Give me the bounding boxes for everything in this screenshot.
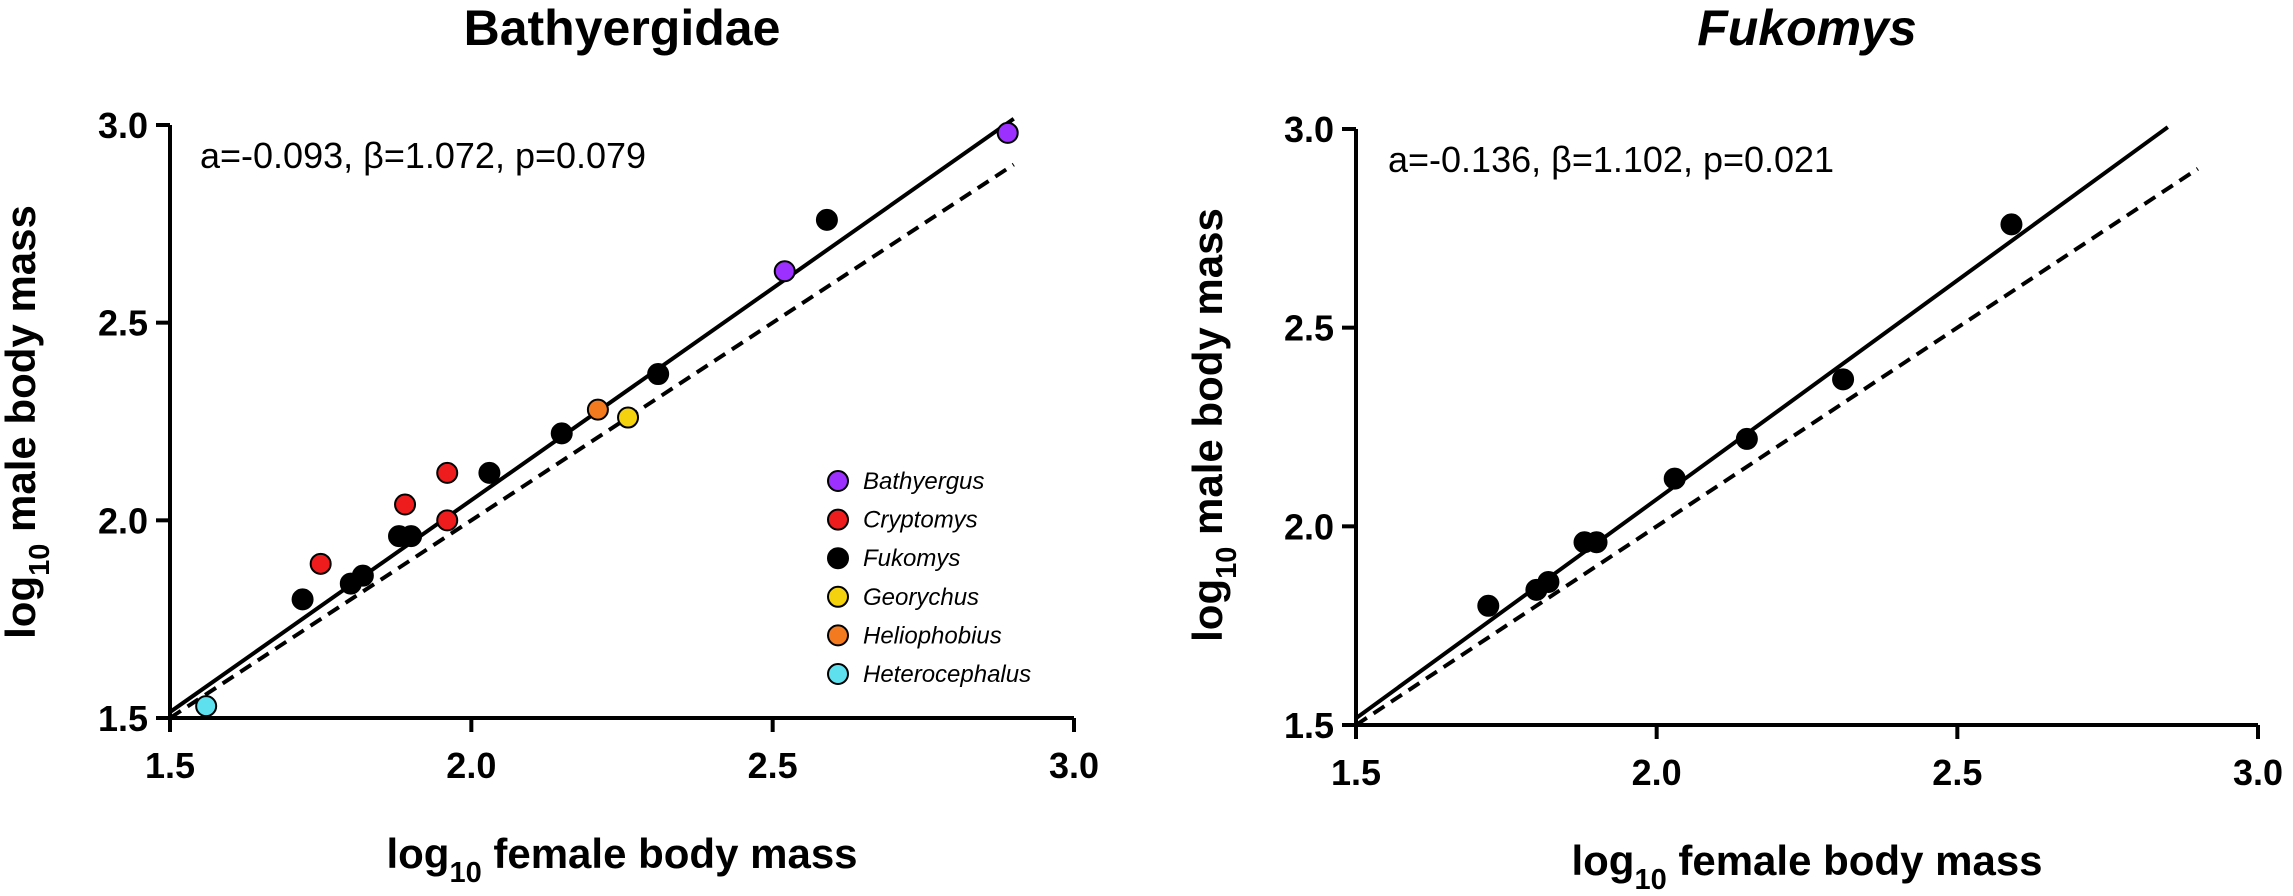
data-point-heliophobius [586, 398, 609, 421]
data-point-fukomys [550, 422, 573, 445]
x-axis-label-rest: female body mass [482, 830, 858, 877]
y-axis-label-log: log [1184, 579, 1231, 642]
x-axis-label-sub: 10 [449, 857, 481, 889]
x-tick-label: 1.5 [145, 745, 195, 786]
data-point-heterocephalus [195, 695, 218, 718]
data-point-bathyergus [773, 260, 796, 283]
data-point-cryptomys [436, 461, 459, 484]
data-point-fukomys [1537, 570, 1560, 593]
legend-label: Bathyergus [863, 468, 984, 495]
regression-line [1354, 125, 2169, 720]
y-tick-label: 2.5 [98, 303, 148, 344]
data-point-cryptomys [309, 552, 332, 575]
x-axis-label-log: log [386, 830, 449, 877]
y-axis-label-sub: 10 [1211, 547, 1243, 579]
y-tick-label: 1.5 [98, 698, 148, 739]
y-axis-label: log10 male body mass [1184, 208, 1243, 642]
stats-annotation: a=-0.136, β=1.102, p=0.021 [1388, 139, 1834, 180]
legend-label: Georychus [863, 584, 979, 611]
y-axis-label-sub: 10 [24, 544, 56, 576]
x-tick-label: 3.0 [1049, 745, 1099, 786]
x-axis-label: log10 female body mass [1571, 837, 2042, 891]
data-point-bathyergus [996, 121, 1019, 144]
x-axis-label-log: log [1571, 837, 1634, 884]
data-point-fukomys [1585, 531, 1608, 554]
legend-label: Heliophobius [863, 622, 1002, 649]
y-axis-label-rest: male body mass [0, 205, 44, 543]
y-axis-label: log10 male body mass [0, 205, 56, 639]
x-tick-label: 2.5 [1932, 752, 1982, 793]
legend-marker-heliophobius [827, 624, 849, 647]
legend-marker-bathyergus [827, 470, 849, 492]
x-tick-label: 3.0 [2233, 752, 2283, 793]
legend-marker-cryptomys [827, 508, 849, 531]
x-tick-label: 2.0 [446, 745, 496, 786]
identity-line [1354, 167, 2199, 727]
x-axis-label-rest: female body mass [1667, 837, 2043, 884]
data-point-fukomys [1663, 467, 1686, 490]
y-tick-label: 3.0 [1284, 109, 1334, 150]
x-tick-label: 2.5 [748, 745, 798, 786]
x-tick-label: 1.5 [1331, 752, 1381, 793]
stats-annotation: a=-0.093, β=1.072, p=0.079 [200, 135, 646, 176]
legend-label: Cryptomys [863, 507, 978, 534]
data-point-fukomys [291, 588, 314, 611]
chart-title: Fukomys [1697, 0, 1917, 56]
data-point-fukomys [478, 461, 501, 484]
y-tick-label: 1.5 [1284, 705, 1334, 746]
y-axis-label-rest: male body mass [1184, 208, 1231, 546]
legend-label: Fukomys [863, 545, 960, 572]
data-point-fukomys [815, 208, 838, 231]
data-point-fukomys [1477, 594, 1500, 617]
legend-marker-heterocephalus [827, 663, 849, 685]
legend: Bathyergus Cryptomys Fukomys Georychus Helio… [827, 468, 1031, 688]
x-axis-label-sub: 10 [1634, 864, 1666, 891]
data-point-fukomys [1735, 427, 1758, 450]
data-point-fukomys [351, 564, 374, 587]
data-point-cryptomys [394, 493, 417, 516]
legend-marker-georychus [827, 585, 849, 608]
data-point-fukomys [647, 363, 670, 386]
y-tick-label: 2.0 [98, 500, 148, 541]
y-tick-label: 3.0 [98, 105, 148, 146]
x-axis-label: log10 female body mass [386, 830, 857, 889]
identity-line [168, 162, 1015, 720]
data-point-cryptomys [436, 509, 459, 532]
data-point-fukomys [400, 525, 423, 548]
data-point-fukomys [1832, 368, 1855, 391]
data-point-fukomys [2000, 213, 2023, 236]
chart-title: Bathyergidae [464, 0, 781, 56]
data-point-georychus [617, 406, 640, 429]
legend-label: Heterocephalus [863, 661, 1031, 688]
x-tick-label: 2.0 [1632, 752, 1682, 793]
y-tick-label: 2.0 [1284, 506, 1334, 547]
y-axis-label-log: log [0, 576, 44, 639]
legend-marker-fukomys [827, 547, 849, 570]
y-tick-label: 2.5 [1284, 308, 1334, 349]
